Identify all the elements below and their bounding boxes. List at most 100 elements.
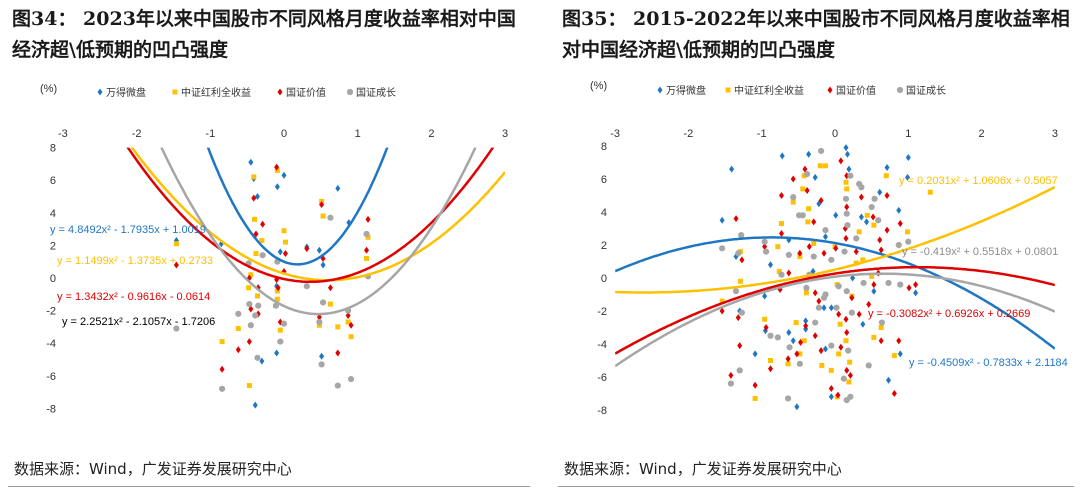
data-point [844, 222, 851, 229]
data-point [790, 194, 797, 201]
data-point [739, 256, 745, 264]
data-point [847, 172, 854, 179]
data-point [905, 238, 912, 245]
data-point [248, 272, 254, 278]
data-point [856, 310, 862, 318]
data-point [833, 244, 839, 252]
legend-marker-diamond [657, 86, 663, 94]
data-point [895, 241, 902, 249]
data-point [364, 255, 370, 261]
data-point [838, 157, 844, 165]
data-point [277, 248, 283, 256]
chart-1: (%) -3 -2 -1 0 1 2 3 8 6 4 2 0 -2 -4 -6 -8 万得微盘 中证红利全收益 国证价… [40, 83, 508, 415]
data-point [235, 346, 241, 354]
data-point [878, 325, 884, 330]
data-point [828, 256, 835, 263]
x-tick-label: -1 [757, 128, 767, 140]
data-point [735, 250, 742, 257]
data-point [891, 353, 897, 359]
data-point [838, 343, 844, 351]
data-point [858, 193, 864, 201]
x-tick-label: -3 [58, 128, 68, 140]
data-point [896, 337, 902, 345]
data-point [828, 342, 835, 349]
data-point [810, 253, 817, 260]
data-point [837, 321, 843, 327]
y-tick-label: 6 [50, 175, 56, 187]
data-point [897, 350, 903, 358]
data-point [812, 332, 818, 340]
data-point [812, 173, 818, 181]
data-point [815, 304, 822, 311]
data-point [235, 326, 241, 332]
data-point [886, 376, 892, 384]
trendline-equation: y = 2.2521x² - 2.1057x - 1.7206 [62, 316, 215, 328]
data-point [804, 187, 810, 195]
data-point [843, 315, 849, 323]
data-point [846, 379, 852, 385]
chart-2-title: 图35： 2015-2022年以来中国股市不同风格月度收益率相对中国经济超\低预… [562, 8, 1070, 61]
data-point [828, 304, 834, 312]
trend-line [130, 147, 506, 282]
data-point [761, 238, 768, 245]
data-point [235, 310, 242, 317]
data-point [335, 324, 341, 330]
data-point [253, 251, 259, 257]
data-point [828, 367, 834, 373]
data-point [774, 334, 781, 341]
data-point [274, 288, 280, 294]
data-point [252, 401, 258, 409]
trendline-equation: y = -0.419x² + 0.5518x + 0.0801 [902, 246, 1058, 258]
data-point [905, 173, 911, 181]
y-tick-label: 2 [50, 240, 56, 252]
data-point [274, 163, 280, 171]
legend-label: 国证成长 [356, 87, 396, 99]
data-point [275, 284, 281, 292]
data-point [280, 320, 288, 327]
data-point [272, 302, 279, 309]
trend-line [615, 265, 1055, 355]
trend-line [160, 147, 477, 316]
data-point [816, 297, 822, 305]
data-point [767, 358, 773, 363]
x-tick-label: 3 [1052, 128, 1058, 140]
y-tick-label: 8 [601, 141, 607, 153]
x-tick-label: 2 [979, 128, 985, 140]
y-axis-unit: (%) [590, 80, 607, 92]
data-point [843, 397, 850, 404]
data-point [762, 292, 768, 300]
data-point [752, 395, 758, 401]
legend-marker-circle [346, 88, 354, 96]
data-point [786, 269, 792, 277]
data-point [320, 261, 326, 269]
data-point [327, 214, 334, 221]
data-point [871, 195, 878, 202]
data-point [345, 311, 351, 319]
data-point [927, 189, 933, 195]
data-point [845, 347, 852, 354]
x-tick-label: -3 [610, 128, 620, 140]
data-point [817, 163, 823, 169]
data-point [727, 380, 735, 387]
y-tick-label: -2 [597, 306, 607, 318]
data-point [737, 278, 743, 284]
data-point [281, 171, 287, 179]
data-point [767, 365, 773, 373]
data-point [833, 211, 839, 219]
data-point [868, 203, 875, 211]
data-point [784, 395, 792, 402]
data-point [820, 294, 828, 301]
data-point [785, 361, 791, 367]
data-point [883, 173, 889, 179]
data-point [843, 179, 849, 185]
data-point [822, 163, 828, 169]
data-point [860, 320, 866, 328]
data-point [776, 268, 782, 274]
data-point [319, 201, 325, 209]
data-point [274, 349, 280, 357]
data-point [828, 393, 834, 401]
data-point [844, 328, 850, 336]
data-point [866, 300, 872, 308]
trend-line [126, 147, 495, 284]
